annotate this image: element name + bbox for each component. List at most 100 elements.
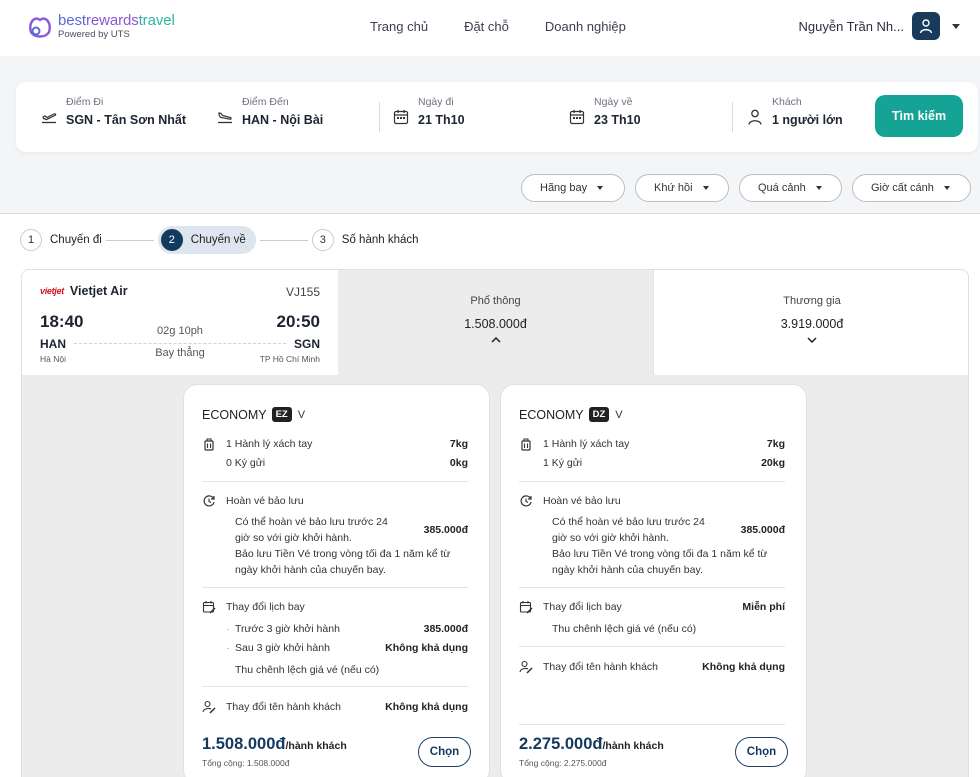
choose-fare-button[interactable]: Chọn [735,737,788,767]
avatar[interactable] [912,12,940,40]
caret-down-icon [597,186,604,190]
caret-down-icon [815,186,822,190]
calendar-icon [566,106,588,128]
landing-icon [214,106,236,128]
divider [202,686,468,687]
change-row: Thay đổi lịch bay Miễn phí [543,601,785,613]
flight-search-bar: Điểm Đi SGN - Tân Sơn Nhất Điểm Đến HAN … [16,82,978,152]
arrival-airport-code: SGN [293,337,320,351]
filter-round-trip[interactable]: Khứ hồi [635,174,729,202]
refund-note: Bảo lưu Tiền Vé trong vòng tối đa 1 năm … [552,548,768,576]
flight-code: VJ155 [285,285,320,299]
arrival-time: 20:50 [276,312,320,331]
step-passengers[interactable]: 3 Số hành khách [311,226,419,254]
chevron-up-icon [490,337,501,343]
fare-card-header: ECONOMY EZ V [202,407,306,422]
flight-result-panel: vietjet Vietjet Air VJ155 18:40 20:50 02… [21,269,969,777]
nav-home[interactable]: Trang chủ [370,19,429,34]
refund-icon [520,495,532,507]
passengers-field[interactable]: Khách 1 người lớn [744,96,843,128]
caret-down-icon [702,186,709,190]
calendar-icon [390,106,412,128]
divider [379,102,380,132]
price-per-passenger: 2.275.000đ/hành khách [519,735,664,753]
passengers-value: 1 người lớn [772,113,843,127]
fare-economy-tab[interactable]: Phổ thông 1.508.000đ [338,270,653,375]
user-menu[interactable]: Nguyễn Trần Nh... [799,12,960,40]
refund-icon [203,495,215,507]
depart-value: 21 Th10 [418,113,465,127]
airline-logo: vietjet [40,286,64,296]
change-title: Thay đổi lịch bay [226,601,305,613]
step-connector [105,239,154,241]
depart-date-field[interactable]: Ngày đi 21 Th10 [390,96,465,128]
main-nav: Trang chủ Đặt chỗ Doanh nghiệp [370,19,626,34]
airline: vietjet Vietjet Air [40,284,128,298]
brand-tagline: Powered by UTS [58,28,130,40]
change-note: Thu chênh lệch giá vé (nếu có) [552,623,697,635]
step-return[interactable]: 2 Chuyến về [157,226,256,254]
departure-time: 18:40 [40,312,84,331]
fare-card-dz: ECONOMY DZ V 1 Hành lý xách tay 7kg 1 Ký … [500,384,807,777]
stops-info: Bay thẳng [155,347,205,359]
step-outbound[interactable]: 1 Chuyến đi [20,226,102,254]
filter-bar: Hãng bay Khứ hồi Quá cảnh Giờ cất cánh [521,174,971,202]
fare-name: Phổ thông [470,295,521,307]
change-before-row: · Trước 3 giờ khởi hành 385.000đ [226,623,468,635]
divider [519,646,785,647]
caret-down-icon [943,186,950,190]
luggage-icon [521,438,531,451]
arrival-city: TP Hồ Chí Minh [259,354,320,364]
passengers-label: Khách [772,96,802,108]
person-icon [744,106,766,128]
brand-logo[interactable]: bestrewardstravel Powered by UTS [26,12,175,40]
filter-stops[interactable]: Quá cảnh [739,174,842,202]
chevron-down-icon[interactable] [952,23,960,29]
fare-price: 1.508.000đ [464,317,527,331]
route-line [74,343,286,344]
refund-policy-row: Có thể hoàn vé bảo lưu trước 24 giờ so v… [552,516,785,544]
refund-policy-row: Có thể hoàn vé bảo lưu trước 24 giờ so v… [235,516,468,544]
filter-departure-time[interactable]: Giờ cất cánh [852,174,971,202]
choose-fare-button[interactable]: Chọn [418,737,471,767]
booking-steps: 1 Chuyến đi 2 Chuyến về 3 Số hành khách [20,226,419,254]
divider [519,724,785,725]
price-per-passenger: 1.508.000đ/hành khách [202,735,347,753]
fare-code-badge: EZ [271,407,292,422]
departure-city: Hà Nội [40,354,66,364]
user-icon [919,19,933,34]
destination-field[interactable]: Điểm Đến HAN - Nội Bài [214,96,323,128]
origin-label: Điểm Đi [66,96,104,108]
luggage-icon [204,438,214,451]
refund-title: Hoàn vé bảo lưu [543,495,621,507]
brand-mark-icon [29,17,51,38]
origin-field[interactable]: Điểm Đi SGN - Tân Sơn Nhất [38,96,186,128]
divider [519,481,785,482]
divider [732,102,733,132]
departure-airport-code: HAN [40,337,66,351]
fare-code-badge: DZ [588,407,610,422]
checked-bag-row: 0 Ký gửi 0kg [226,457,468,469]
fare-name: Thương gia [783,295,841,307]
fare-business-tab[interactable]: Thương gia 3.919.000đ [653,270,968,375]
flight-summary: vietjet Vietjet Air VJ155 18:40 20:50 02… [22,270,338,375]
name-change-row: Thay đổi tên hành khách Không khả dụng [543,661,785,673]
origin-value: SGN - Tân Sơn Nhất [66,113,187,127]
carry-on-row: 1 Hành lý xách tay 7kg [226,438,468,450]
return-label: Ngày về [594,96,633,108]
return-date-field[interactable]: Ngày về 23 Th10 [566,96,641,128]
refund-note: Bảo lưu Tiền Vé trong vòng tối đa 1 năm … [235,548,451,576]
return-value: 23 Th10 [594,113,641,127]
user-edit-icon [202,700,216,714]
divider [202,481,468,482]
divider [202,587,468,588]
calendar-edit-icon [202,601,216,614]
flight-duration: 02g 10ph [157,325,203,337]
nav-business[interactable]: Doanh nghiệp [544,19,626,34]
nav-bookings[interactable]: Đặt chỗ [464,19,509,34]
search-button[interactable]: Tìm kiếm [875,95,963,137]
takeoff-icon [38,106,60,128]
fare-total: 2.275.000đ/hành khách Tổng cộng: 2.275.0… [519,735,664,768]
filter-airline[interactable]: Hãng bay [521,174,625,202]
depart-label: Ngày đi [418,96,454,108]
